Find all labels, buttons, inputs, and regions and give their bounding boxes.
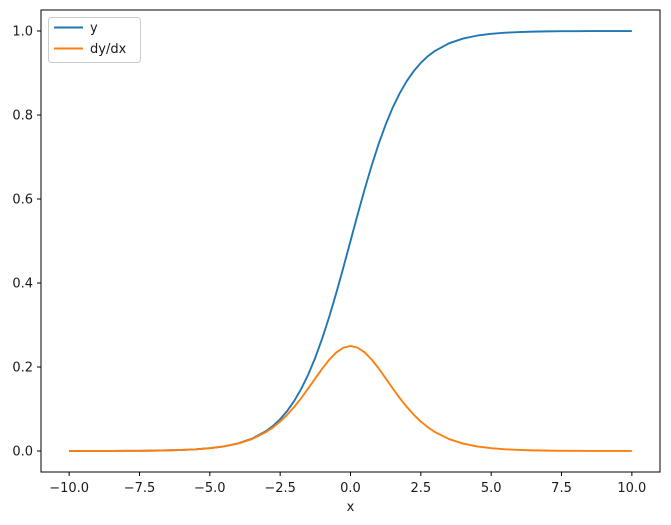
- y-tick-label: 1.0: [12, 25, 33, 40]
- axes-frame: [40, 9, 661, 473]
- series-line-y: [69, 30, 632, 452]
- x-tick-label: −10.0: [49, 481, 89, 496]
- x-axis-label: x: [347, 500, 355, 515]
- y-tick-label: 0.8: [12, 109, 33, 124]
- y-tick-label: 0.6: [12, 193, 33, 208]
- y-tick-label: 0.4: [12, 277, 33, 292]
- series-line-dy-dx: [69, 345, 632, 452]
- legend-item-label: dy/dx: [90, 42, 127, 57]
- x-tick-label: 5.0: [481, 481, 502, 496]
- y-tick-label: 0.2: [12, 361, 33, 376]
- x-tick-label: 0.0: [340, 481, 361, 496]
- y-tick-label: 0.0: [12, 445, 33, 460]
- x-tick-label: 7.5: [551, 481, 572, 496]
- x-tick-label: −2.5: [264, 481, 296, 496]
- x-tick-label: 2.5: [410, 481, 431, 496]
- legend-box: [48, 17, 141, 63]
- x-tick-label: −7.5: [124, 481, 156, 496]
- legend: y dy/dx: [48, 17, 141, 63]
- x-tick-label: −5.0: [194, 481, 226, 496]
- x-tick-label: 10.0: [617, 481, 646, 496]
- legend-item-label: y: [90, 21, 98, 36]
